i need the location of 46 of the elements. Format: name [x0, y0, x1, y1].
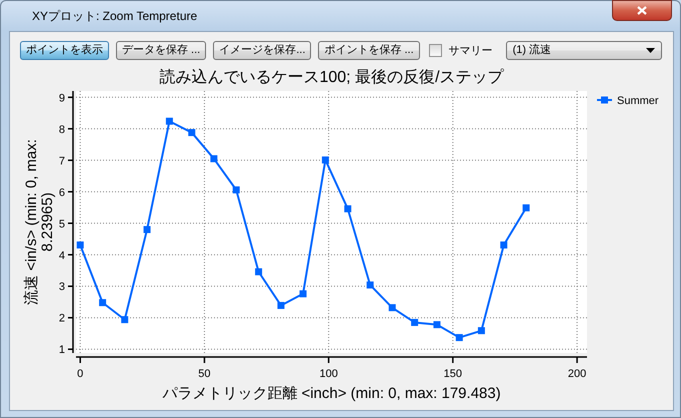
point — [478, 327, 485, 334]
text: イメージを保存... — [213, 41, 312, 60]
point — [76, 241, 84, 248]
y-tick-label: 1 — [58, 344, 65, 356]
point — [522, 204, 530, 212]
y-tick-label: 6 — [58, 186, 65, 199]
point — [99, 299, 106, 306]
text: ポイントを保存 ... — [318, 41, 420, 60]
point — [322, 156, 329, 164]
x-tick-label: 150 — [444, 368, 462, 380]
y-tick-label: 3 — [58, 281, 65, 294]
text: XYプロット: Zoom Tempreture — [32, 8, 198, 25]
point — [411, 318, 418, 326]
y-tick-label: 9 — [58, 92, 65, 104]
point — [255, 268, 262, 276]
x-tick-label: 100 — [319, 368, 338, 380]
point — [344, 205, 352, 212]
legend-label: Summer — [617, 95, 659, 107]
y-tick-label: 2 — [58, 312, 65, 325]
text: サマリー — [448, 44, 493, 58]
point — [300, 290, 307, 298]
x-tick-label: 200 — [568, 368, 586, 380]
point — [456, 334, 463, 342]
chart-title: 読み込んでいるケース100; 最後の反復/ステップ — [159, 68, 505, 86]
y-axis-title: 流速 <in/s> (min: 0, max: 8.23965) — [22, 138, 57, 307]
point — [144, 226, 151, 234]
text: ポイントを表示 — [20, 41, 109, 60]
point — [210, 155, 218, 162]
y-tick-label: 5 — [58, 218, 65, 230]
point — [188, 129, 196, 136]
text: (1) 流速 — [512, 42, 552, 58]
point — [166, 118, 173, 125]
point — [500, 241, 508, 248]
y-tick-label: 7 — [58, 155, 65, 168]
y-tick-label: 8 — [58, 124, 65, 136]
x-axis-title: パラメトリック距離 <inch> (min: 0, max: 179.483) — [161, 385, 501, 402]
point — [366, 281, 374, 288]
text: データを保存 ... — [116, 41, 206, 60]
x-tick-label: 0 — [77, 368, 84, 380]
point — [388, 304, 396, 312]
point — [232, 186, 240, 194]
point — [121, 316, 128, 324]
x-tick-label: 50 — [198, 368, 211, 380]
point — [277, 302, 284, 309]
y-tick-label: 4 — [58, 250, 65, 262]
point — [433, 321, 440, 328]
